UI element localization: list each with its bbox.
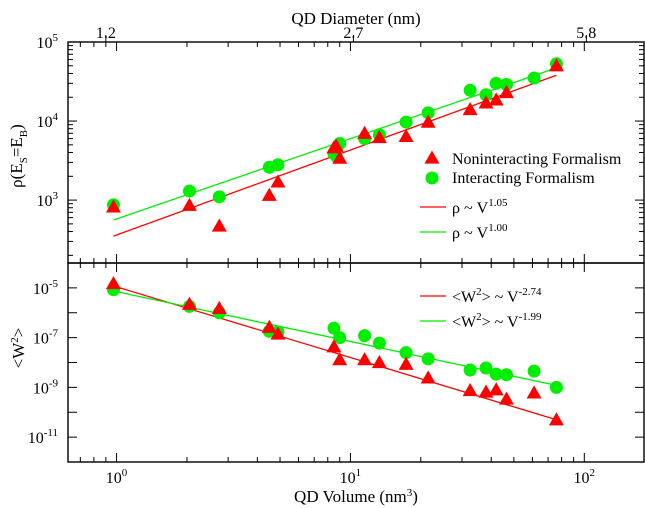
data-point-triangle bbox=[105, 199, 121, 213]
data-point-triangle bbox=[371, 129, 387, 144]
data-point-triangle bbox=[211, 218, 227, 232]
data-point-triangle bbox=[261, 319, 277, 333]
y-tick-label: 10-7 bbox=[33, 328, 59, 348]
data-point-triangle bbox=[420, 114, 436, 128]
legend-fit-label: <W2> ~ V-1.99 bbox=[452, 311, 542, 331]
axis-labels: QD Diameter (nm) QD Volume (nm3) ρ(ES=EB… bbox=[7, 9, 421, 506]
data-point-triangle bbox=[211, 300, 227, 314]
data-point-circle bbox=[489, 367, 503, 381]
data-point-triangle bbox=[398, 356, 414, 370]
top-y-axis-label: ρ(ES=EB) bbox=[7, 124, 30, 188]
data-point-circle bbox=[372, 336, 386, 350]
y-tick-label: 10-11 bbox=[28, 427, 58, 447]
data-point-circle bbox=[479, 88, 493, 102]
top-axis-label: QD Diameter (nm) bbox=[291, 9, 420, 28]
data-point-triangle bbox=[462, 382, 478, 397]
data-point-triangle bbox=[181, 197, 197, 211]
top-tick-label: 5.8 bbox=[576, 25, 596, 42]
plot-frame bbox=[67, 262, 645, 463]
top-panel: 103 104 105 1.2 2.7 5.8 Noninteracting Formali… bbox=[37, 25, 645, 264]
data-point-triangle bbox=[357, 352, 373, 366]
data-point-circle bbox=[182, 184, 196, 198]
data-point-circle bbox=[479, 361, 493, 375]
y-tick-label: 10-9 bbox=[33, 377, 59, 397]
data-point-triangle bbox=[488, 382, 504, 396]
x-tick-label: 100 bbox=[106, 467, 128, 487]
y-tick-label: 10-5 bbox=[33, 278, 59, 298]
data-point-circle bbox=[549, 380, 563, 394]
legend-fit-label: ρ ~ V1.00 bbox=[452, 222, 508, 242]
data-point-triangle bbox=[270, 174, 286, 188]
y-tick-label: 105 bbox=[37, 32, 59, 52]
data-point-circle bbox=[327, 321, 341, 335]
legend-triangle-icon bbox=[424, 150, 440, 164]
y-tick-label: 104 bbox=[37, 111, 59, 131]
data-point-circle bbox=[271, 158, 285, 172]
data-point-circle bbox=[527, 364, 541, 378]
top-legend: Noninteracting Formalism Interacting Form… bbox=[420, 150, 622, 242]
data-point-triangle bbox=[261, 187, 277, 201]
data-point-triangle bbox=[181, 296, 197, 310]
data-point-triangle bbox=[105, 275, 121, 290]
data-point-circle bbox=[399, 346, 413, 360]
x-axis-label-exp: 3 bbox=[407, 487, 413, 499]
data-point-triangle bbox=[548, 412, 564, 426]
data-point-circle bbox=[212, 190, 226, 204]
top-tick-label: 2.7 bbox=[343, 25, 363, 42]
data-point-triangle bbox=[488, 92, 504, 106]
data-point-triangle bbox=[357, 125, 373, 139]
legend-fit-label: ρ ~ V1.05 bbox=[452, 197, 508, 217]
data-point-circle bbox=[463, 83, 477, 97]
bottom-y-axis-label: <W2> bbox=[9, 328, 28, 369]
bottom-legend: <W2> ~ V-2.74 <W2> ~ V-1.99 bbox=[420, 286, 542, 331]
legend-label: Noninteracting Formalism bbox=[452, 151, 622, 168]
legend-label: Interacting Formalism bbox=[452, 170, 595, 187]
data-point-circle bbox=[421, 352, 435, 366]
data-point-circle bbox=[489, 76, 503, 90]
data-point-triangle bbox=[398, 128, 414, 142]
data-point-circle bbox=[358, 329, 372, 343]
data-point-triangle bbox=[462, 101, 478, 116]
legend-circle-icon bbox=[425, 171, 439, 185]
top-tick-label: 1.2 bbox=[96, 25, 116, 42]
data-point-triangle bbox=[328, 138, 344, 152]
legend-fit-label: <W2> ~ V-2.74 bbox=[452, 286, 542, 306]
data-point-circle bbox=[463, 363, 477, 377]
data-point-circle bbox=[527, 71, 541, 85]
data-point-circle bbox=[333, 331, 347, 345]
data-point-triangle bbox=[371, 355, 387, 369]
data-point-triangle bbox=[332, 352, 348, 366]
data-point-triangle bbox=[499, 391, 515, 405]
x-axis-label-close: ) bbox=[412, 487, 418, 506]
data-point-triangle bbox=[326, 339, 342, 353]
data-point-triangle bbox=[420, 370, 436, 384]
y-tick-label: 103 bbox=[37, 190, 59, 210]
data-point-circle bbox=[421, 106, 435, 120]
data-point-triangle bbox=[548, 58, 564, 72]
data-point-circle bbox=[399, 115, 413, 129]
data-point-triangle bbox=[526, 385, 542, 399]
x-axis-label-text: QD Volume (nm bbox=[294, 487, 407, 506]
x-tick-label: 101 bbox=[340, 467, 362, 487]
data-point-triangle bbox=[332, 150, 348, 164]
data-point-triangle bbox=[499, 84, 515, 99]
data-point-circle bbox=[500, 77, 514, 91]
data-point-triangle bbox=[270, 326, 286, 340]
x-axis-label: QD Volume (nm3) bbox=[294, 487, 418, 506]
data-point-circle bbox=[500, 368, 514, 382]
x-tick-label: 102 bbox=[574, 467, 596, 487]
